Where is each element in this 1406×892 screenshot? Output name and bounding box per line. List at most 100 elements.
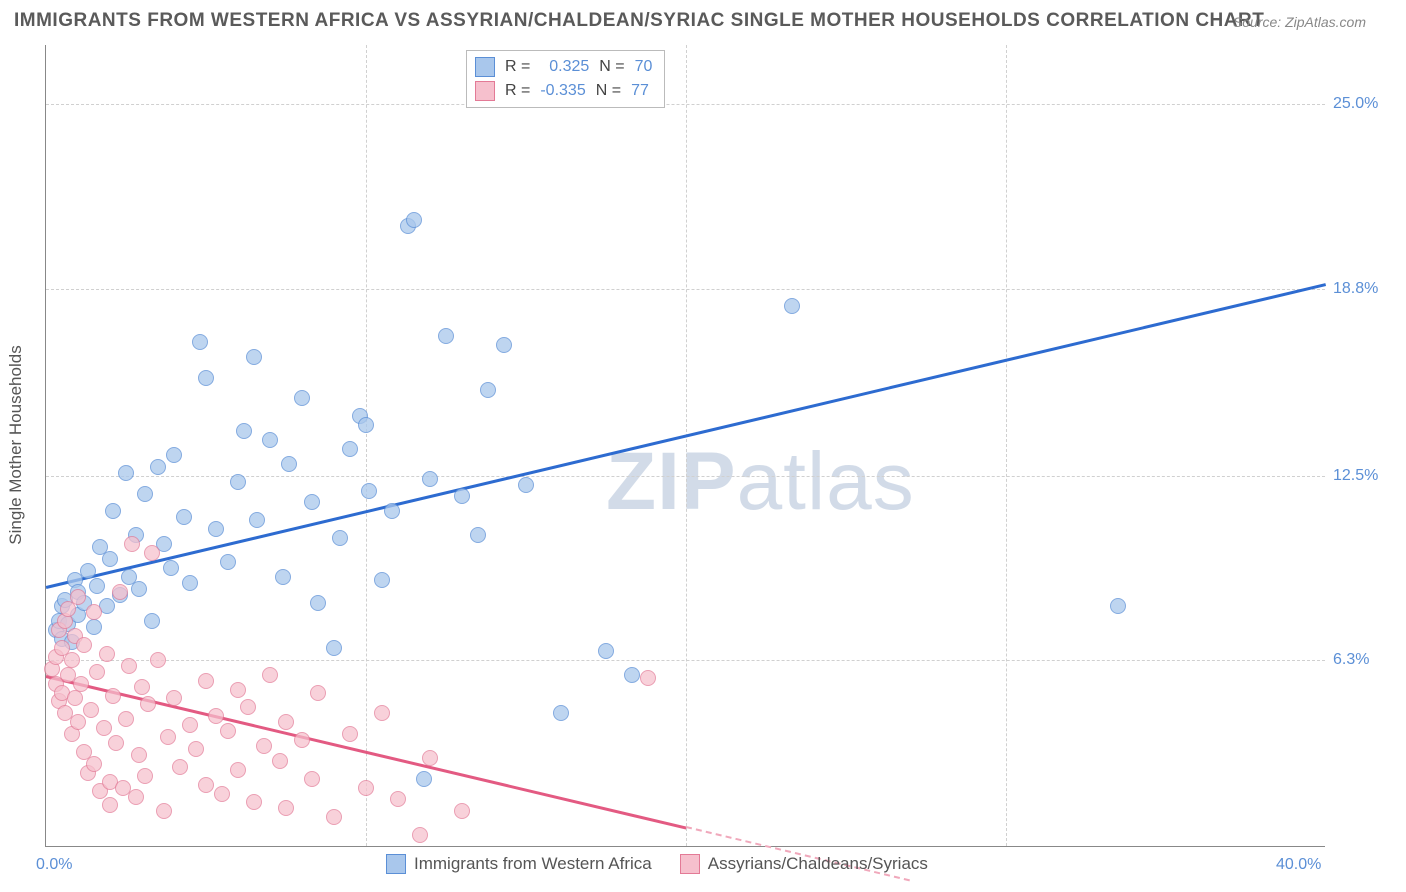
data-point [304, 771, 320, 787]
data-point [422, 750, 438, 766]
data-point [70, 714, 86, 730]
data-point [86, 756, 102, 772]
data-point [134, 679, 150, 695]
data-point [198, 370, 214, 386]
data-point [358, 417, 374, 433]
gridline-v [366, 45, 367, 846]
r-value-1: 0.325 [540, 55, 589, 79]
data-point [262, 667, 278, 683]
r-label-2: R = [505, 79, 530, 103]
data-point [73, 676, 89, 692]
data-point [454, 803, 470, 819]
data-point [416, 771, 432, 787]
n-label-2: N = [596, 79, 621, 103]
data-point [64, 652, 80, 668]
data-point [624, 667, 640, 683]
data-point [166, 447, 182, 463]
data-point [208, 521, 224, 537]
data-point [140, 696, 156, 712]
data-point [294, 732, 310, 748]
data-point [144, 545, 160, 561]
data-point [198, 777, 214, 793]
data-point [176, 509, 192, 525]
legend-item-1: Immigrants from Western Africa [386, 854, 652, 874]
data-point [76, 637, 92, 653]
data-point [230, 682, 246, 698]
data-point [275, 569, 291, 585]
y-axis-title: Single Mother Households [6, 345, 26, 544]
data-point [83, 702, 99, 718]
data-point [342, 441, 358, 457]
data-point [214, 786, 230, 802]
data-point [412, 827, 428, 843]
data-point [105, 503, 121, 519]
legend-row-1: R = 0.325 N = 70 [475, 55, 652, 79]
data-point [105, 688, 121, 704]
data-point [256, 738, 272, 754]
data-point [96, 720, 112, 736]
swatch-bottom-1 [386, 854, 406, 874]
plot-area: 6.3%12.5%18.8%25.0%0.0%40.0% [46, 45, 1325, 846]
data-point [192, 334, 208, 350]
data-point [454, 488, 470, 504]
data-point [390, 791, 406, 807]
data-point [156, 803, 172, 819]
data-point [160, 729, 176, 745]
data-point [67, 690, 83, 706]
data-point [112, 584, 128, 600]
data-point [278, 800, 294, 816]
data-point [89, 578, 105, 594]
data-point [470, 527, 486, 543]
data-point [220, 723, 236, 739]
data-point [640, 670, 656, 686]
swatch-bottom-2 [680, 854, 700, 874]
data-point [99, 646, 115, 662]
data-point [236, 423, 252, 439]
data-point [86, 619, 102, 635]
data-point [198, 673, 214, 689]
data-point [220, 554, 236, 570]
data-point [208, 708, 224, 724]
chart-title: IMMIGRANTS FROM WESTERN AFRICA VS ASSYRI… [14, 10, 1264, 32]
data-point [262, 432, 278, 448]
data-point [332, 530, 348, 546]
data-point [137, 768, 153, 784]
data-point [1110, 598, 1126, 614]
data-point [342, 726, 358, 742]
data-point [188, 741, 204, 757]
y-tick-label: 12.5% [1333, 467, 1403, 485]
data-point [278, 714, 294, 730]
gridline-v [1006, 45, 1007, 846]
data-point [128, 789, 144, 805]
data-point [422, 471, 438, 487]
data-point [182, 717, 198, 733]
data-point [131, 747, 147, 763]
gridline-v [686, 45, 687, 846]
data-point [70, 589, 86, 605]
y-tick-label: 6.3% [1333, 651, 1403, 669]
data-point [361, 483, 377, 499]
n-value-1: 70 [635, 55, 653, 79]
data-point [326, 640, 342, 656]
data-point [172, 759, 188, 775]
legend-correlation: R = 0.325 N = 70 R = -0.335 N = 77 [466, 50, 665, 108]
data-point [294, 390, 310, 406]
legend-series: Immigrants from Western Africa Assyrians… [386, 854, 928, 874]
data-point [80, 563, 96, 579]
data-point [480, 382, 496, 398]
r-value-2: -0.335 [540, 79, 585, 103]
data-point [230, 474, 246, 490]
y-tick-label: 25.0% [1333, 95, 1403, 113]
legend-row-2: R = -0.335 N = 77 [475, 79, 652, 103]
data-point [166, 690, 182, 706]
data-point [118, 711, 134, 727]
data-point [272, 753, 288, 769]
data-point [131, 581, 147, 597]
data-point [121, 658, 137, 674]
data-point [246, 794, 262, 810]
data-point [163, 560, 179, 576]
data-point [108, 735, 124, 751]
data-point [496, 337, 512, 353]
n-label-1: N = [599, 55, 624, 79]
data-point [102, 797, 118, 813]
